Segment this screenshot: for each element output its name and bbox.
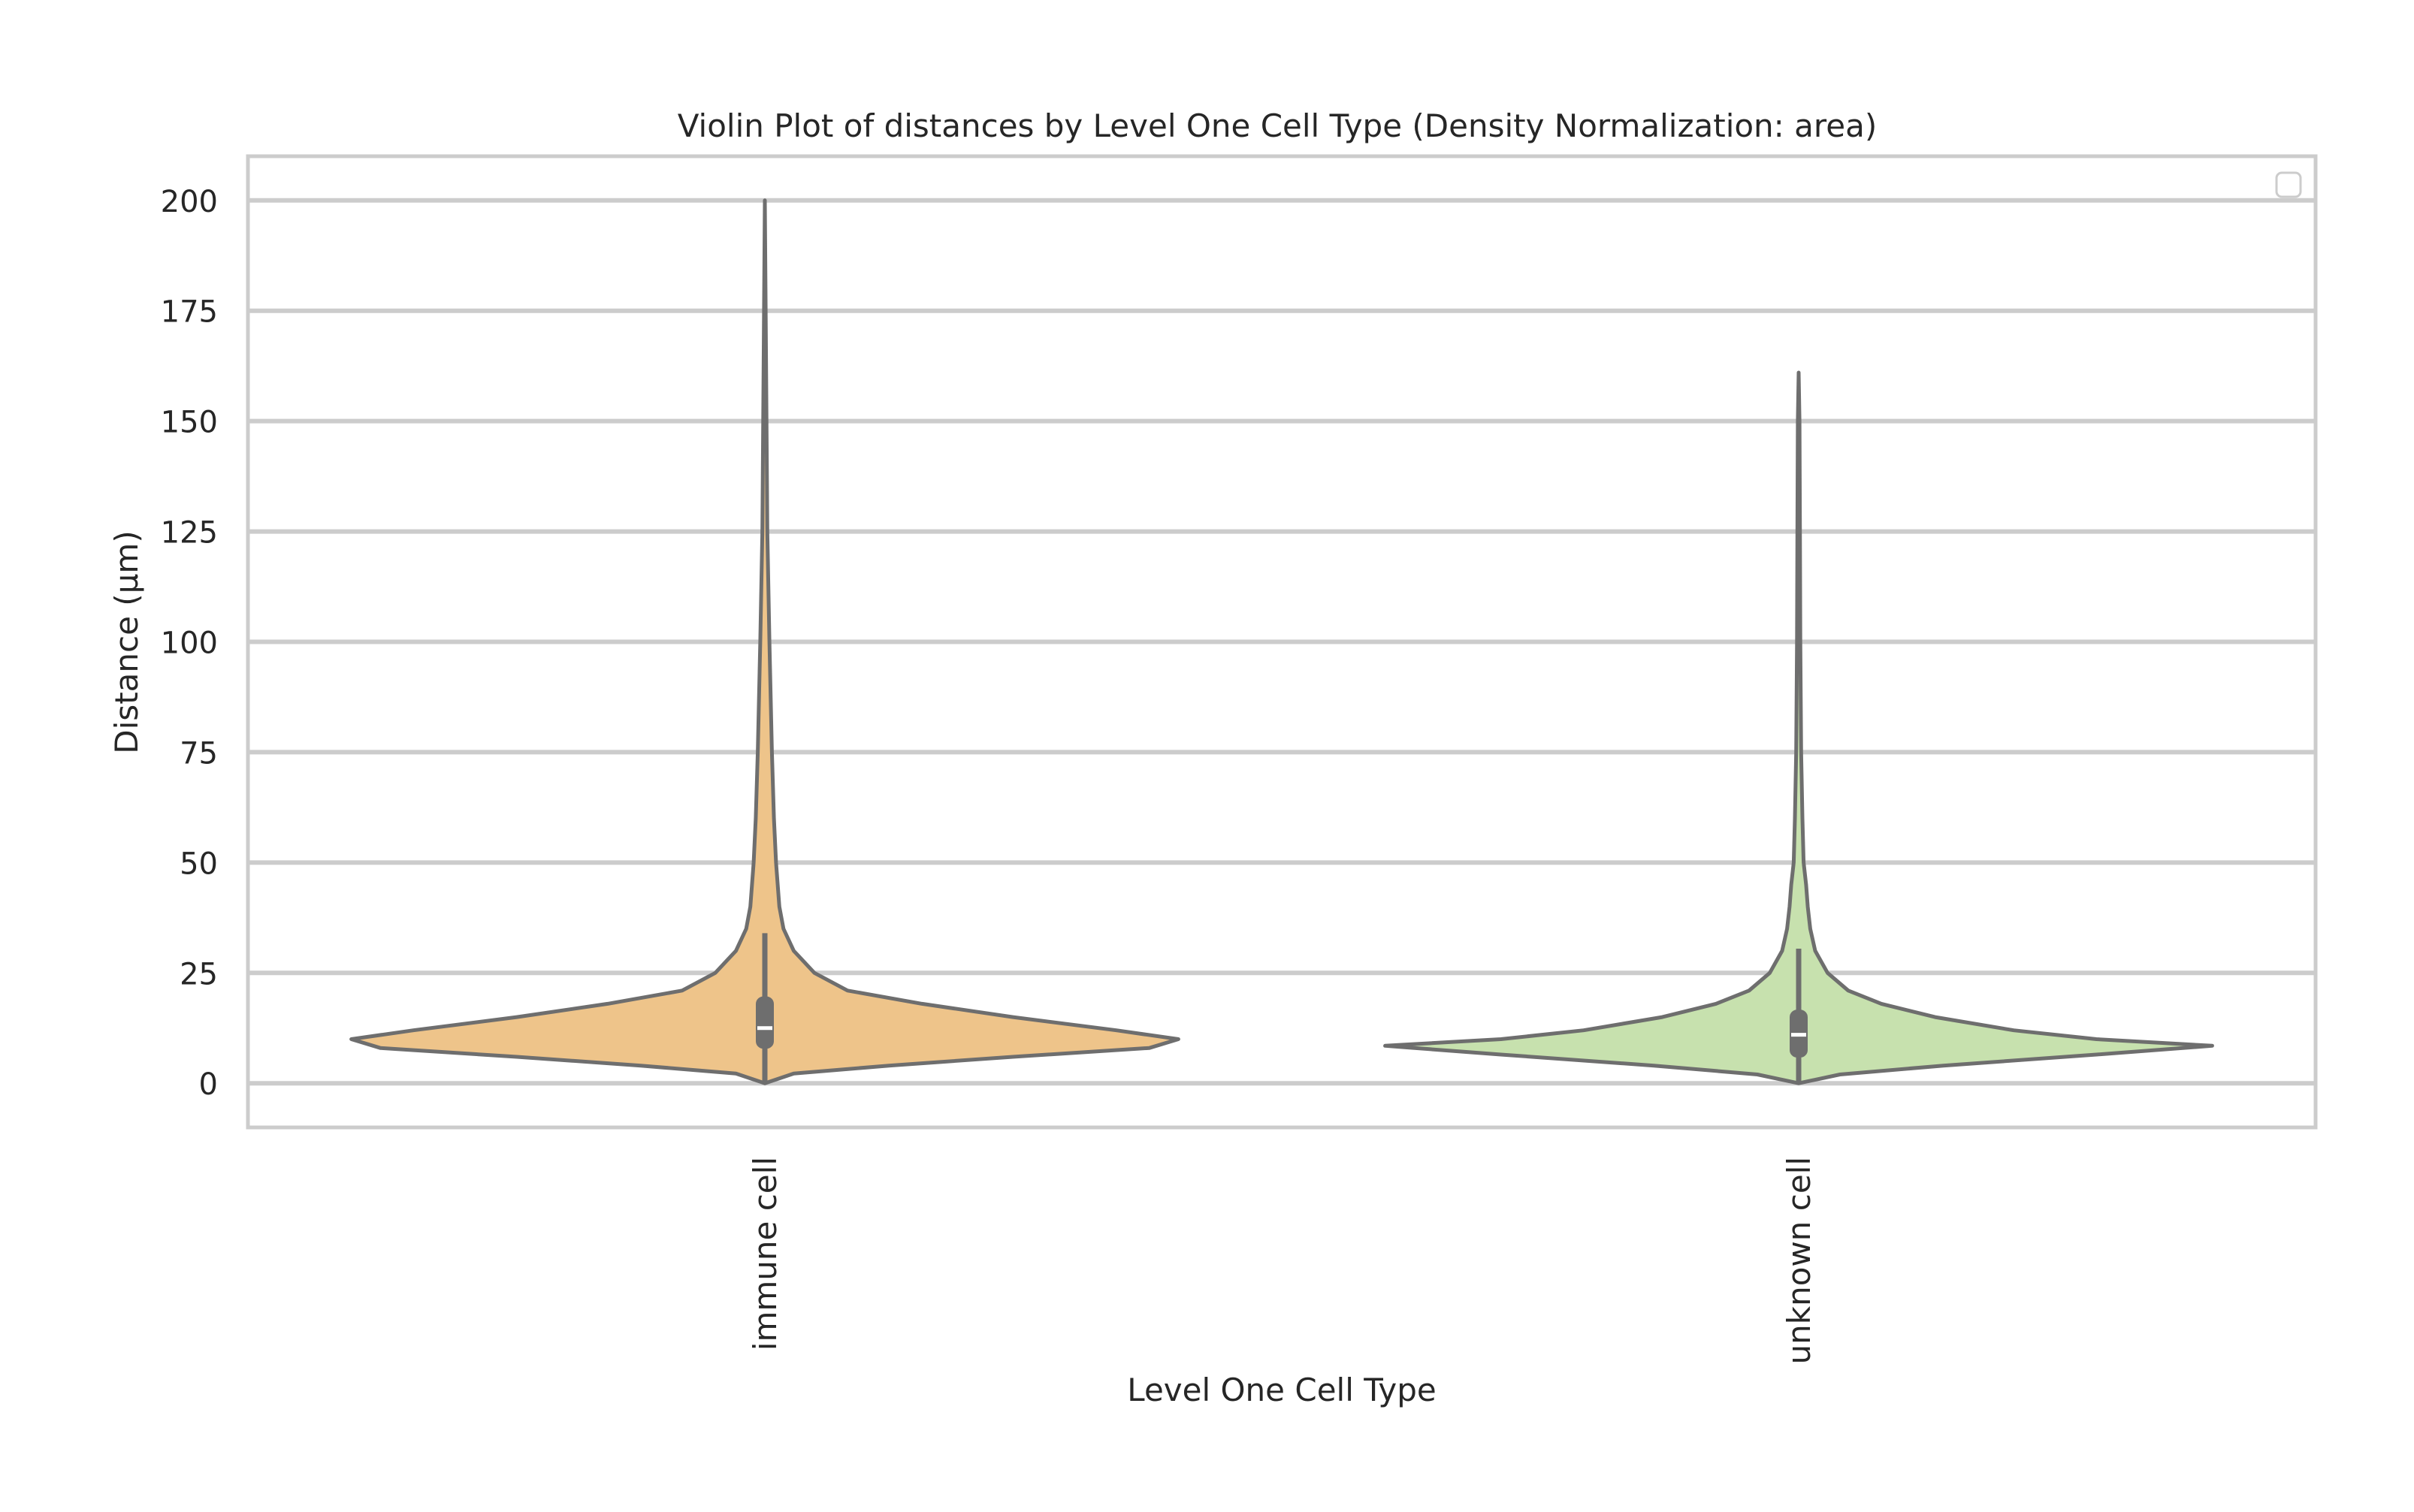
gridlines bbox=[248, 198, 2316, 1086]
violin-unknown-cell bbox=[1383, 370, 2214, 1085]
y-tick-label-150: 150 bbox=[161, 406, 218, 440]
legend-box bbox=[2275, 171, 2302, 198]
plot-area-frame bbox=[246, 154, 2318, 1130]
violin-immune-cell bbox=[349, 198, 1180, 1085]
x-axis-label: Level One Cell Type bbox=[1127, 1372, 1436, 1408]
y-tick-label-200: 200 bbox=[161, 185, 218, 219]
y-tick-label-25: 25 bbox=[180, 957, 218, 991]
y-tick-label-75: 75 bbox=[180, 736, 218, 771]
x-tick-label-unknown-cell: unknown cell bbox=[1781, 1157, 1817, 1364]
y-tick-label-50: 50 bbox=[180, 847, 218, 881]
y-tick-label-125: 125 bbox=[161, 516, 218, 551]
y-tick-label-100: 100 bbox=[161, 626, 218, 661]
x-tick-labels: immune cell unknown cell bbox=[747, 1157, 1817, 1364]
iqr-box bbox=[756, 996, 774, 1049]
violin-body bbox=[1383, 370, 2214, 1085]
y-axis-label: Distance (μm) bbox=[108, 530, 145, 753]
y-tick-label-175: 175 bbox=[161, 295, 218, 330]
violins bbox=[349, 198, 2214, 1085]
violin-body bbox=[349, 198, 1180, 1085]
y-tick-labels: 0 25 50 75 100 125 150 175 200 bbox=[161, 185, 218, 1102]
chart-title: Violin Plot of distances by Level One Ce… bbox=[678, 107, 1877, 144]
y-tick-label-0: 0 bbox=[199, 1067, 218, 1102]
x-tick-label-immune-cell: immune cell bbox=[747, 1157, 784, 1351]
